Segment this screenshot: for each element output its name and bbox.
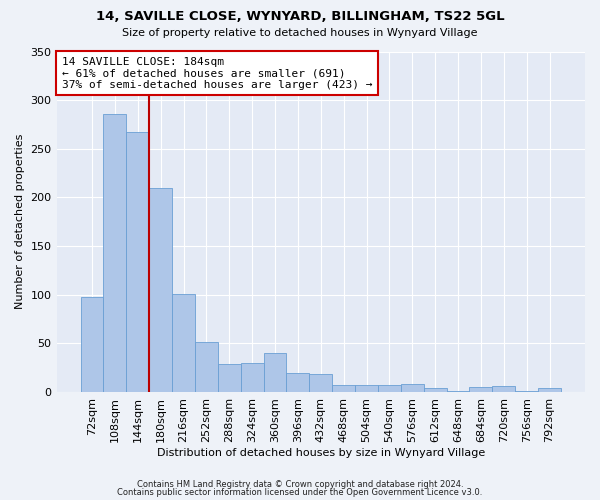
Bar xyxy=(332,385,355,392)
Bar xyxy=(127,132,149,392)
Bar xyxy=(378,385,401,392)
Bar xyxy=(310,374,332,392)
Text: 14 SAVILLE CLOSE: 184sqm
← 61% of detached houses are smaller (691)
37% of semi-: 14 SAVILLE CLOSE: 184sqm ← 61% of detach… xyxy=(62,56,373,90)
Bar xyxy=(355,385,378,392)
Y-axis label: Number of detached properties: Number of detached properties xyxy=(15,134,25,310)
Text: Size of property relative to detached houses in Wynyard Village: Size of property relative to detached ho… xyxy=(122,28,478,38)
X-axis label: Distribution of detached houses by size in Wynyard Village: Distribution of detached houses by size … xyxy=(157,448,485,458)
Bar xyxy=(149,188,172,392)
Bar xyxy=(538,388,561,392)
Text: Contains HM Land Registry data © Crown copyright and database right 2024.: Contains HM Land Registry data © Crown c… xyxy=(137,480,463,489)
Bar xyxy=(446,391,469,392)
Bar xyxy=(263,353,286,392)
Text: 14, SAVILLE CLOSE, WYNYARD, BILLINGHAM, TS22 5GL: 14, SAVILLE CLOSE, WYNYARD, BILLINGHAM, … xyxy=(95,10,505,23)
Bar xyxy=(103,114,127,392)
Bar xyxy=(469,387,493,392)
Bar xyxy=(286,374,310,392)
Bar xyxy=(172,294,195,392)
Bar xyxy=(241,363,263,392)
Bar xyxy=(218,364,241,392)
Bar xyxy=(80,296,103,392)
Bar xyxy=(401,384,424,392)
Bar xyxy=(195,342,218,392)
Text: Contains public sector information licensed under the Open Government Licence v3: Contains public sector information licen… xyxy=(118,488,482,497)
Bar xyxy=(515,391,538,392)
Bar xyxy=(424,388,446,392)
Bar xyxy=(493,386,515,392)
